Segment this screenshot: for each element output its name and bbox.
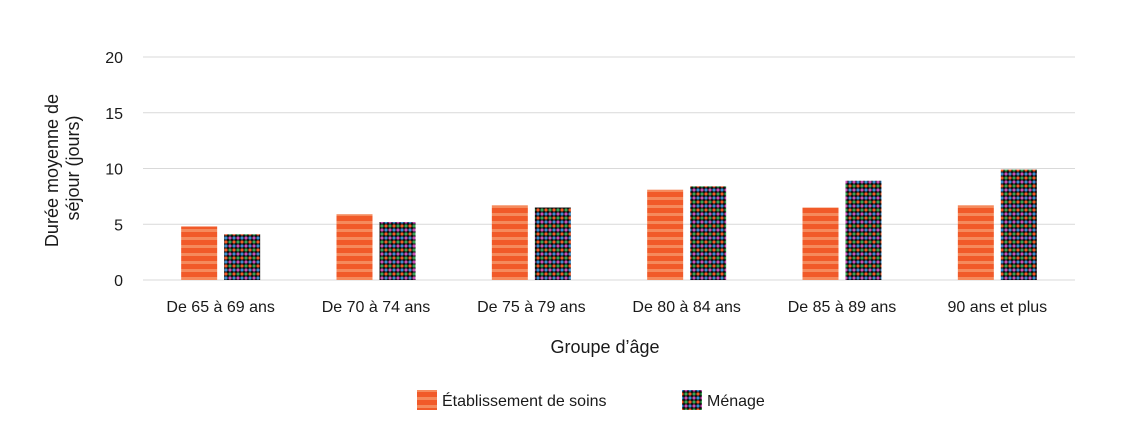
- bar-menage-2: [534, 207, 571, 280]
- legend-item-etablissement[interactable]: Établissement de soins: [417, 390, 607, 410]
- bar-etablissement-2: [491, 205, 528, 280]
- y-tick-label: 0: [114, 273, 123, 290]
- legend-label-etablissement: Établissement de soins: [442, 391, 607, 410]
- x-axis-title: Groupe d’âge: [550, 337, 659, 357]
- y-axis-title-line-1: Durée moyenne de: [42, 94, 62, 247]
- x-tick-label: De 85 à 89 ans: [788, 299, 897, 316]
- bar-etablissement-0: [181, 226, 218, 280]
- bar-menage-0: [224, 234, 261, 280]
- gridlines: [143, 56, 1075, 281]
- y-tick-label: 10: [105, 162, 123, 179]
- bar-etablissement-5: [957, 205, 994, 280]
- x-tick-label: De 75 à 79 ans: [477, 299, 586, 316]
- x-tick-label: 90 ans et plus: [948, 299, 1048, 316]
- legend-swatch-etablissement: [417, 390, 437, 410]
- legend-label-menage: Ménage: [707, 393, 765, 410]
- bar-menage-4: [845, 180, 882, 280]
- x-tick-label: De 65 à 69 ans: [166, 299, 275, 316]
- y-axis-title: Durée moyenne de séjour (jours): [42, 89, 83, 247]
- legend-item-menage[interactable]: Ménage: [682, 390, 765, 410]
- y-tick-label: 15: [105, 106, 123, 123]
- y-tick-label: 5: [114, 217, 123, 234]
- x-tick-label: De 80 à 84 ans: [632, 299, 741, 316]
- y-axis-ticks: 0 5 10 15 20: [105, 50, 123, 290]
- bar-menage-3: [690, 186, 727, 280]
- bar-menage-1: [379, 222, 416, 280]
- bar-etablissement-3: [647, 189, 684, 280]
- bar-etablissement-4: [802, 207, 839, 280]
- legend-swatch-menage: [682, 390, 702, 410]
- bar-etablissement-1: [336, 214, 373, 280]
- legend: Établissement de soins Ménage: [417, 390, 765, 410]
- bar-menage-5: [1000, 169, 1037, 280]
- x-tick-label: De 70 à 74 ans: [322, 299, 431, 316]
- y-axis-title-line-2: séjour (jours): [63, 115, 83, 220]
- x-axis-ticks: De 65 à 69 ans De 70 à 74 ans De 75 à 79 a…: [166, 299, 1047, 316]
- bars: [181, 169, 1037, 280]
- y-tick-label: 20: [105, 50, 123, 67]
